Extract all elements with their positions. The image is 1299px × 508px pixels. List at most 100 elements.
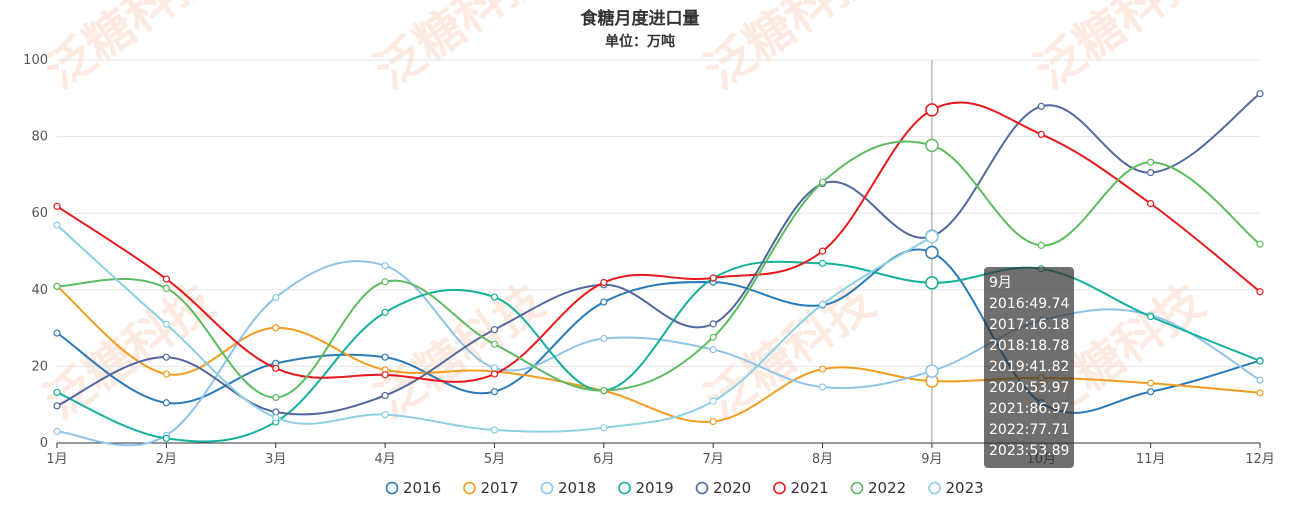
data-point[interactable] <box>600 278 608 287</box>
data-point[interactable] <box>381 391 389 400</box>
data-point[interactable] <box>925 229 939 244</box>
data-point[interactable] <box>1037 241 1045 249</box>
data-point[interactable] <box>1256 240 1264 248</box>
data-point[interactable] <box>1256 288 1264 296</box>
x-tick-label: 9月 <box>921 452 942 467</box>
data-point[interactable] <box>53 221 61 229</box>
x-tick-label: 11月 <box>1136 452 1166 467</box>
data-point[interactable] <box>381 278 389 286</box>
data-point[interactable] <box>162 399 170 407</box>
data-point[interactable] <box>818 259 827 267</box>
data-point[interactable] <box>272 414 280 422</box>
data-point[interactable] <box>925 138 939 153</box>
data-point[interactable] <box>272 293 280 302</box>
legend-item[interactable]: 2023 <box>928 479 984 497</box>
data-point[interactable] <box>162 353 170 361</box>
data-point[interactable] <box>1256 90 1264 98</box>
data-point[interactable] <box>709 345 717 354</box>
legend-item[interactable]: 2021 <box>773 479 829 497</box>
data-point[interactable] <box>709 397 717 405</box>
data-point[interactable] <box>1147 388 1155 396</box>
data-point[interactable] <box>162 370 170 378</box>
data-point[interactable] <box>818 300 827 308</box>
legend-marker <box>385 481 399 495</box>
data-point[interactable] <box>1147 169 1155 177</box>
data-point[interactable] <box>709 417 717 426</box>
data-point[interactable] <box>1147 200 1155 208</box>
legend-marker <box>463 481 476 495</box>
x-tick-label: 7月 <box>703 452 724 467</box>
legend-item[interactable]: 2019 <box>618 479 674 497</box>
data-point[interactable] <box>53 402 61 410</box>
data-point[interactable] <box>1256 376 1264 384</box>
x-axis: 1月2月3月4月5月6月7月8月9月10月11月12月 <box>46 442 1275 467</box>
legend-item[interactable]: 2020 <box>695 479 752 497</box>
data-point[interactable] <box>381 411 389 419</box>
tooltip-line: 2021:86.97 <box>989 401 1070 417</box>
data-point[interactable] <box>818 383 827 391</box>
data-point[interactable] <box>600 424 608 432</box>
data-point[interactable] <box>818 365 827 373</box>
data-point[interactable] <box>490 370 499 378</box>
data-point[interactable] <box>381 262 389 270</box>
legend-item[interactable]: 2022 <box>850 479 907 497</box>
legend-label: 2022 <box>868 479 906 497</box>
data-point[interactable] <box>600 386 608 395</box>
watermark-text: 泛糖科技 <box>35 0 224 100</box>
data-point[interactable] <box>272 408 280 416</box>
data-point[interactable] <box>162 284 170 292</box>
tooltip: 9月 2016:49.74 2017:16.18 2018:18.78 2019… <box>984 267 1075 468</box>
y-tick-label: 60 <box>31 206 48 221</box>
data-point[interactable] <box>600 334 608 343</box>
data-point[interactable] <box>162 320 170 328</box>
data-point[interactable] <box>490 364 499 372</box>
data-point[interactable] <box>925 245 939 260</box>
data-point[interactable] <box>53 388 61 397</box>
legend-item[interactable]: 2017 <box>463 479 519 497</box>
x-tick-label: 8月 <box>812 452 833 467</box>
data-point[interactable] <box>709 333 717 341</box>
data-point[interactable] <box>1147 379 1155 387</box>
y-axis: 0 20 40 60 80 100 <box>23 53 48 451</box>
data-point[interactable] <box>1147 313 1155 321</box>
data-point[interactable] <box>1147 158 1155 166</box>
data-point[interactable] <box>818 178 827 186</box>
grid-lines <box>57 59 1260 367</box>
legend[interactable]: 2016 2017 2018 2019 2020 2021 2022 2023 <box>385 479 984 497</box>
data-point[interactable] <box>272 393 280 402</box>
legend-item[interactable]: 2018 <box>540 479 597 497</box>
data-point[interactable] <box>272 364 280 372</box>
data-point[interactable] <box>925 103 939 117</box>
data-point[interactable] <box>53 282 61 290</box>
data-point[interactable] <box>490 388 499 396</box>
data-point[interactable] <box>1037 130 1045 138</box>
data-point[interactable] <box>600 298 608 306</box>
data-point[interactable] <box>1256 357 1264 365</box>
data-point[interactable] <box>490 293 499 301</box>
data-point[interactable] <box>709 274 717 282</box>
data-point[interactable] <box>162 434 170 443</box>
x-tick-label: 5月 <box>484 452 505 467</box>
data-point[interactable] <box>709 320 717 328</box>
data-point[interactable] <box>162 275 170 283</box>
data-point[interactable] <box>490 426 499 434</box>
data-point[interactable] <box>925 276 939 290</box>
data-point[interactable] <box>925 364 939 378</box>
data-point[interactable] <box>490 326 499 334</box>
data-point[interactable] <box>1256 389 1264 397</box>
data-point[interactable] <box>272 324 280 332</box>
data-point[interactable] <box>381 308 389 316</box>
data-point[interactable] <box>53 202 61 210</box>
data-point[interactable] <box>381 353 389 361</box>
data-point[interactable] <box>818 247 827 255</box>
data-point[interactable] <box>381 371 389 379</box>
tooltip-line: 2020:53.97 <box>989 380 1070 396</box>
data-point[interactable] <box>53 427 61 436</box>
data-point[interactable] <box>1037 102 1045 110</box>
data-point[interactable] <box>53 329 61 337</box>
series-2021 <box>53 101 1264 383</box>
legend-label: 2023 <box>946 479 984 497</box>
legend-item[interactable]: 2016 <box>385 479 442 497</box>
data-point[interactable] <box>490 340 499 348</box>
